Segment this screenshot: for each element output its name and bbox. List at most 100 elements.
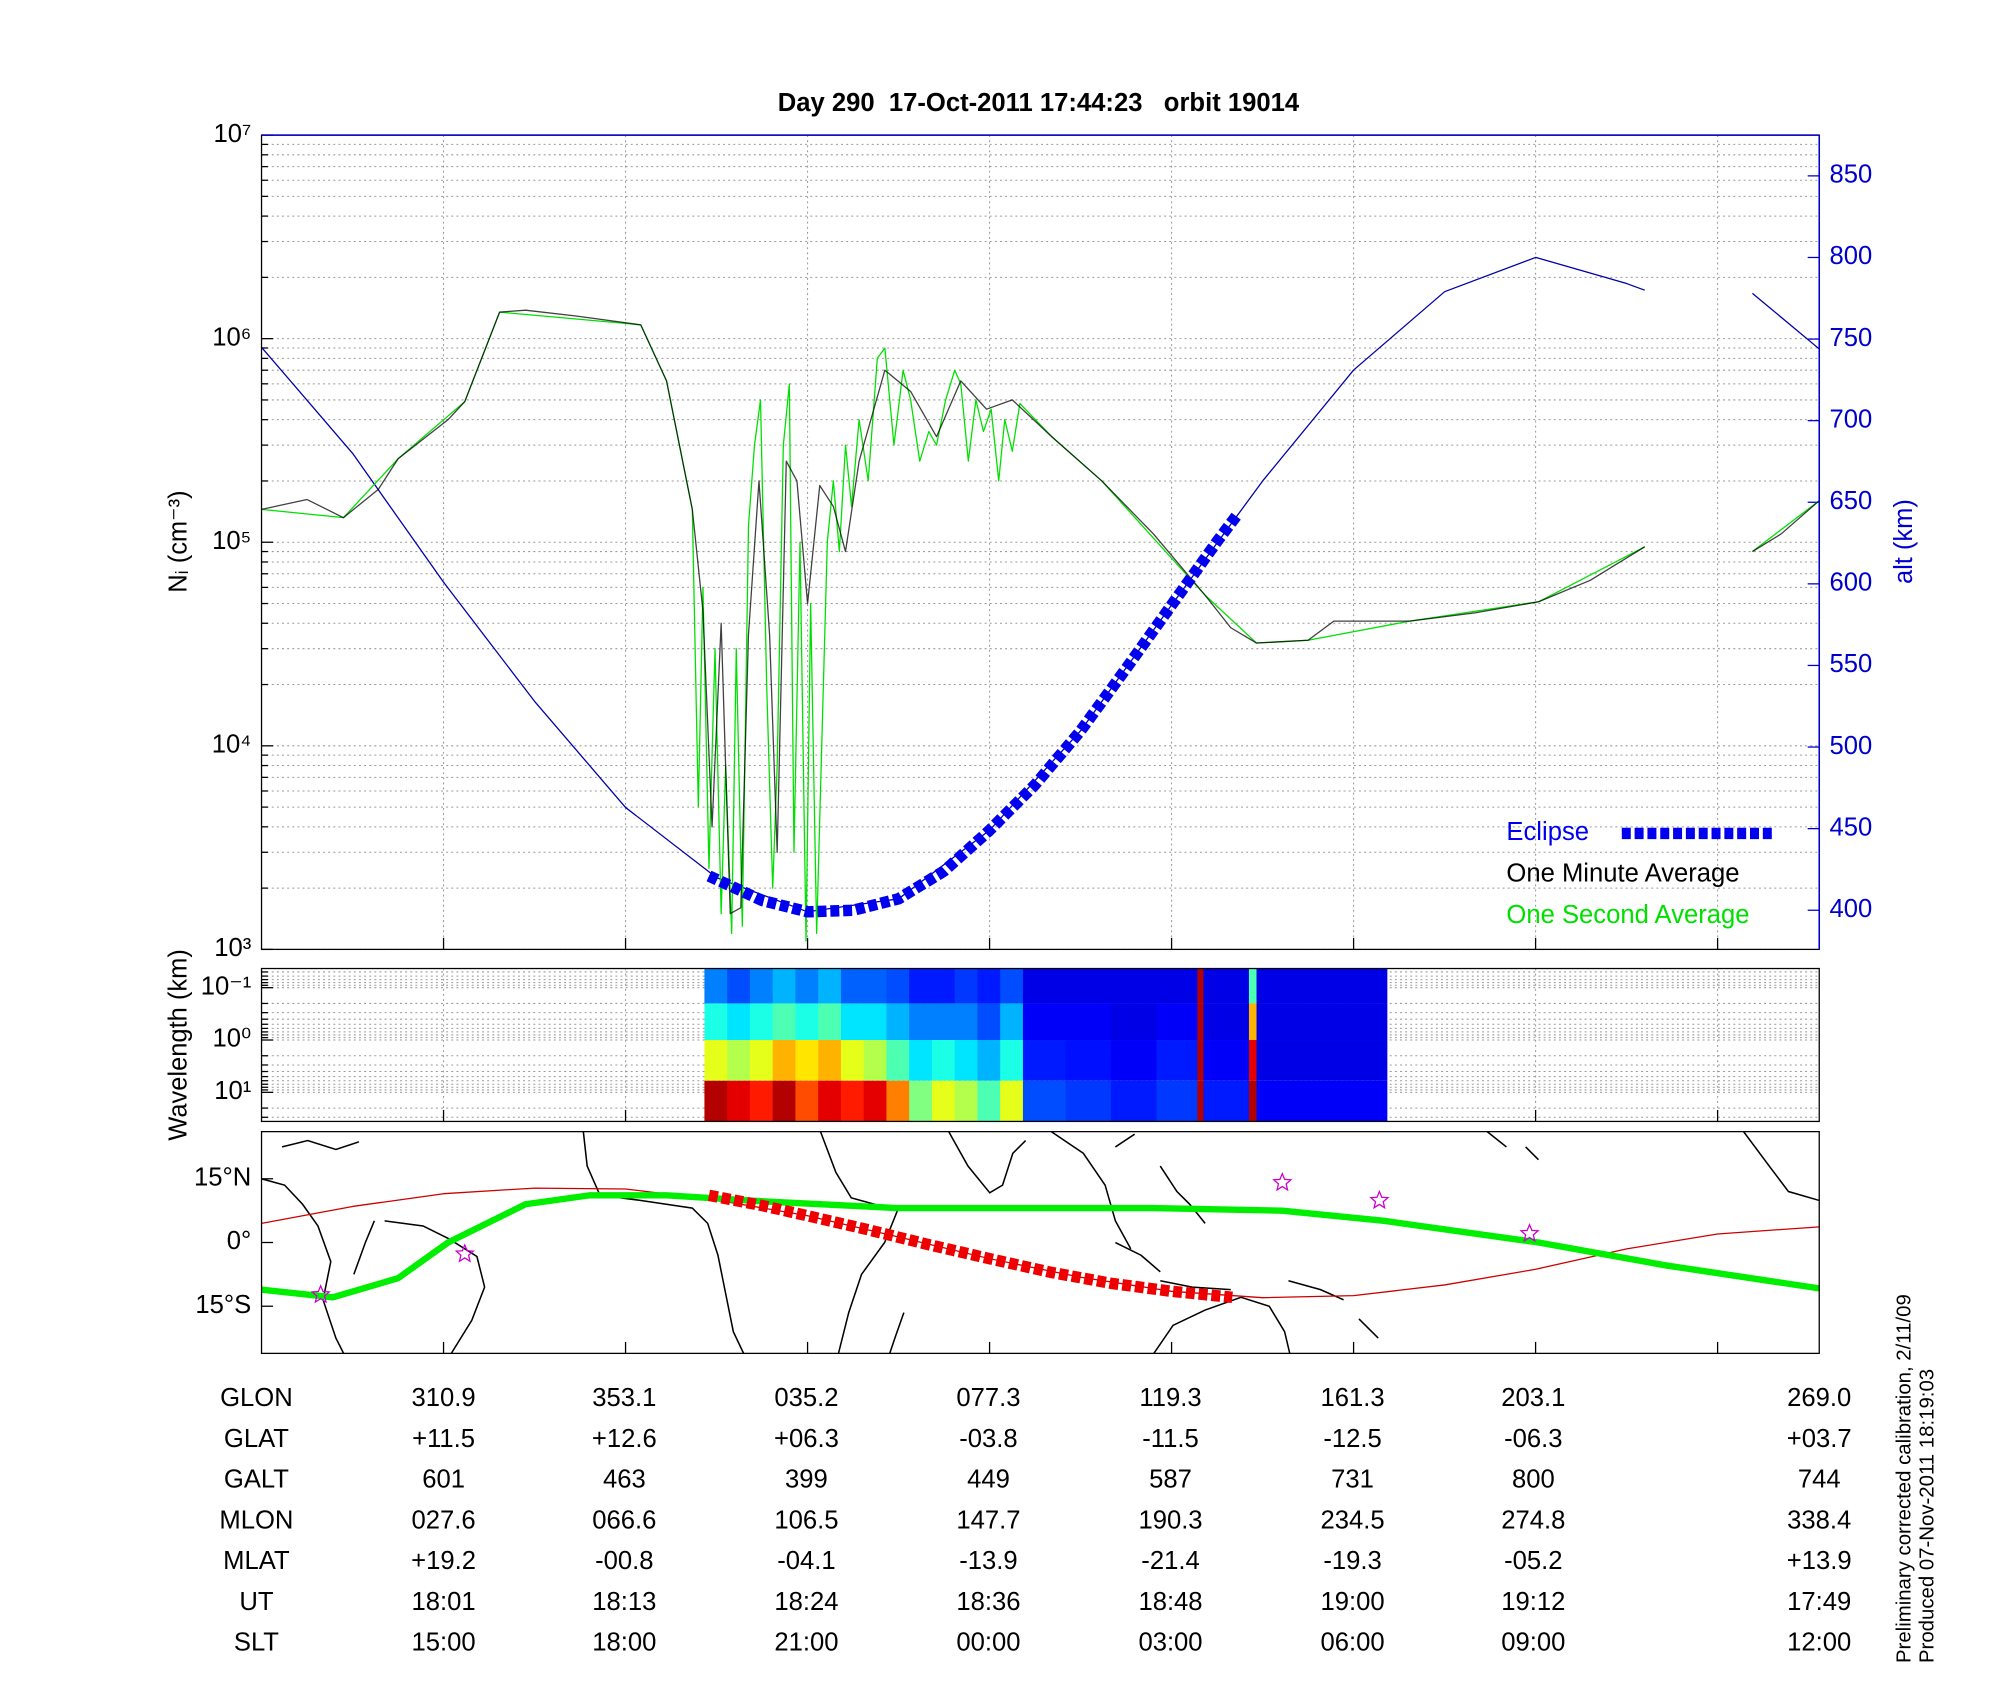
heatmap-cell [1065, 1080, 1112, 1122]
table-cell: +06.3 [774, 1425, 839, 1453]
table-cell: 18:48 [1138, 1588, 1202, 1616]
heatmap-cell [704, 1080, 728, 1122]
y2-tick-label: 650 [1829, 487, 1872, 515]
heatmap-cell [1256, 1080, 1301, 1122]
y2-axis-label: alt (km) [1890, 499, 1918, 584]
heatmap-cell [909, 1003, 933, 1041]
y2-tick-label: 700 [1829, 405, 1872, 433]
table-cell: 234.5 [1320, 1506, 1384, 1534]
table-cell: 06:00 [1320, 1629, 1384, 1657]
table-cell: 399 [785, 1466, 828, 1494]
table-cell: -05.2 [1504, 1547, 1562, 1575]
y2-tick-label: 450 [1829, 813, 1872, 841]
series-line [261, 311, 1820, 942]
table-cell: 077.3 [956, 1384, 1020, 1412]
y-tick-label: 10⁶ [212, 323, 251, 351]
table-cell: -13.9 [959, 1547, 1017, 1575]
heatmap-cell [772, 1080, 796, 1122]
table-row-label: UT [239, 1588, 274, 1616]
chart-title: Day 290 17-Oct-2011 17:44:23 orbit 19014 [778, 89, 1300, 117]
heatmap-cell [727, 1040, 751, 1081]
heatmap-cell [1300, 1003, 1347, 1041]
y-tick-label: 0° [227, 1227, 252, 1255]
heatmap-cell [1110, 1003, 1157, 1041]
plot-frame [260, 1130, 1820, 1355]
table-row-label: GALT [224, 1466, 289, 1494]
heatmap-cell [1203, 968, 1250, 1004]
heatmap-cell [863, 1080, 887, 1122]
table-cell: 18:13 [592, 1588, 656, 1616]
heatmap-cell [1203, 1003, 1250, 1041]
table-row-label: MLON [219, 1506, 293, 1534]
y2-tick-label: 850 [1829, 161, 1872, 189]
heatmap-cell [1248, 1040, 1257, 1081]
table-cell: 106.5 [774, 1506, 838, 1534]
series-line [261, 309, 1820, 915]
heatmap-cell [1300, 1080, 1347, 1122]
table-cell: 274.8 [1501, 1506, 1565, 1534]
heatmap-cell [1346, 1003, 1388, 1041]
heatmap-cell [909, 968, 933, 1004]
table-cell: 800 [1512, 1466, 1555, 1494]
heatmap-cell [1300, 968, 1347, 1004]
series-line [261, 1192, 1820, 1301]
table-cell: -00.8 [595, 1547, 653, 1575]
y2-tick-label: 500 [1829, 732, 1872, 760]
star-marker [1369, 1189, 1390, 1210]
y-tick-label: 10⁵ [212, 527, 251, 555]
heatmap-cell [1197, 968, 1204, 1004]
heatmap-cell [1248, 1080, 1257, 1122]
heatmap-cell [977, 968, 1001, 1004]
table-cell: 19:00 [1320, 1588, 1384, 1616]
series-line [706, 511, 1242, 918]
table-cell: +12.6 [592, 1425, 657, 1453]
heatmap-cell [1346, 1080, 1388, 1122]
table-row-label: GLON [220, 1384, 293, 1412]
table-row-label: SLT [234, 1629, 279, 1657]
heatmap-cell [931, 1040, 956, 1081]
table-cell: 15:00 [412, 1629, 476, 1657]
heatmap-cell [1248, 968, 1257, 1004]
table-cell: 190.3 [1138, 1506, 1202, 1534]
table-cell: 338.4 [1787, 1506, 1851, 1534]
table-cell: -11.5 [1142, 1425, 1199, 1453]
table-cell: 119.3 [1139, 1384, 1201, 1412]
table-cell: 12:00 [1787, 1629, 1851, 1657]
heatmap-cell [1022, 1040, 1066, 1081]
heatmap-cell [1197, 1040, 1204, 1081]
legend-label: Eclipse [1506, 818, 1589, 846]
heatmap-cell [977, 1003, 1001, 1041]
heatmap-cell [909, 1080, 933, 1122]
table-cell: 09:00 [1501, 1629, 1565, 1657]
table-cell: -06.3 [1504, 1425, 1562, 1453]
star-marker [1272, 1172, 1293, 1192]
heatmap-cell [704, 968, 728, 1004]
heatmap-cell [772, 1040, 796, 1081]
table-cell: 203.1 [1501, 1384, 1565, 1412]
heatmap-cell [1065, 1003, 1112, 1041]
table-cell: 601 [422, 1466, 465, 1494]
note: Preliminary corrected calibration, 2/11/… [1892, 1294, 1915, 1663]
heatmap-cell [818, 1040, 842, 1081]
y-tick-label: 10⁴ [212, 731, 252, 759]
table-cell: +19.2 [411, 1547, 476, 1575]
heatmap-cell [1197, 1003, 1204, 1041]
legend-label: One Minute Average [1506, 860, 1739, 888]
heatmap-cell [1110, 968, 1157, 1004]
heatmap-cell [863, 1003, 887, 1041]
table-cell: 00:00 [956, 1629, 1020, 1657]
heatmap-cell [818, 968, 842, 1004]
heatmap-cell [931, 1003, 956, 1041]
heatmap-cell [840, 1080, 865, 1122]
series-line [707, 1189, 1233, 1304]
star-marker [310, 1284, 331, 1304]
heatmap-cell [1110, 1040, 1157, 1081]
heatmap-cell [795, 968, 819, 1004]
heatmap-cell [1156, 1003, 1198, 1041]
heatmap-cell [1197, 1080, 1204, 1122]
y-axis-label: Nᵢ (cm⁻³) [164, 490, 192, 592]
heatmap-cell [886, 1003, 910, 1041]
y-tick-label: 15°N [194, 1164, 251, 1192]
table-cell: 18:01 [412, 1588, 476, 1616]
